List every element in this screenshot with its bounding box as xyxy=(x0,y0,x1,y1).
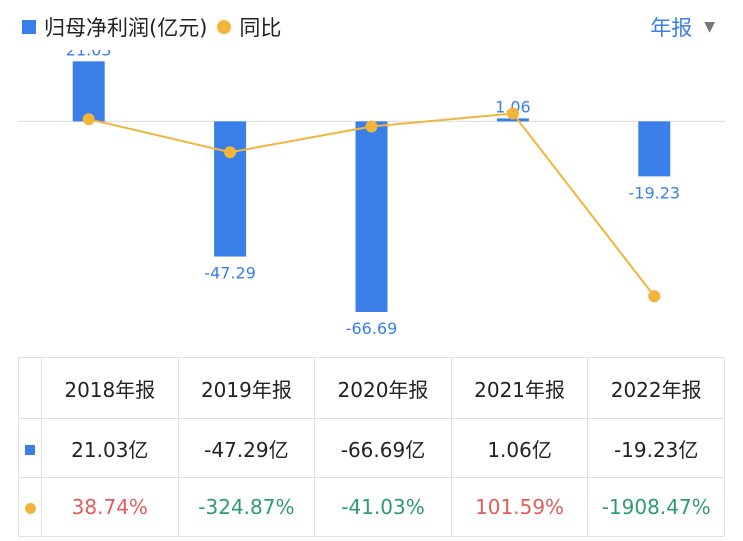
table-row-yoy: 38.74% -324.87% -41.03% 101.59% -1908.47… xyxy=(18,477,725,537)
table-header-row: 2018年报 2019年报 2020年报 2021年报 2022年报 xyxy=(18,357,725,419)
bar-2022年报 xyxy=(638,121,671,177)
table-cell: 21.03亿 xyxy=(41,418,179,478)
bar-2019年报 xyxy=(214,121,247,257)
caret-down-icon: ▼ xyxy=(704,19,715,35)
yoy-point-2018年报 xyxy=(82,113,95,126)
table-cell: 38.74% xyxy=(41,477,179,537)
bar-legend-swatch xyxy=(22,20,36,34)
yoy-point-2020年报 xyxy=(365,120,378,133)
table-header-cell: 2018年报 xyxy=(41,357,179,419)
bar-value-label: -47.29 xyxy=(204,264,256,283)
table-row-profit: 21.03亿 -47.29亿 -66.69亿 1.06亿 -19.23亿 xyxy=(18,418,725,478)
table-cell: -324.87% xyxy=(177,477,316,537)
period-selector-label: 年报 xyxy=(650,16,693,40)
table-header-cell: 2021年报 xyxy=(450,357,589,419)
table-cell: 101.59% xyxy=(450,477,589,537)
table-cell: -1908.47% xyxy=(587,477,725,537)
dot-marker-icon xyxy=(24,503,36,514)
line-legend-swatch xyxy=(217,20,232,34)
table-header-cell: 2020年报 xyxy=(314,357,452,419)
table-cell: -41.03% xyxy=(314,477,452,537)
bar-2018年报 xyxy=(72,61,105,122)
table-cell: -47.29亿 xyxy=(177,418,316,478)
yoy-point-2019年报 xyxy=(224,146,237,159)
bar-value-label: -19.23 xyxy=(629,183,681,202)
period-selector[interactable]: 年报 ▼ xyxy=(650,12,715,42)
table-corner-cell xyxy=(18,357,42,419)
chart-legend: 归母净利润(亿元) 同比 xyxy=(22,12,281,42)
bar-2021年报 xyxy=(496,118,529,122)
bar-2020年报 xyxy=(355,121,388,312)
bar-value-label: 21.03 xyxy=(66,50,112,59)
yoy-point-2021年报 xyxy=(506,107,519,120)
square-marker-icon xyxy=(25,445,35,455)
bar-value-label: -66.69 xyxy=(346,319,398,338)
line-legend-label: 同比 xyxy=(239,16,282,40)
table-cell: -19.23亿 xyxy=(587,418,725,478)
bar-value-label: 1.06 xyxy=(495,97,531,116)
bar-legend-label: 归母净利润(亿元) xyxy=(44,16,208,40)
profit-row-marker xyxy=(18,418,42,478)
table-header-cell: 2022年报 xyxy=(587,357,725,419)
table-cell: 1.06亿 xyxy=(450,418,589,478)
table-header-cell: 2019年报 xyxy=(177,357,316,419)
yoy-row-marker xyxy=(18,477,42,537)
profit-chart: 21.03 -47.29 -66.69 1.06 -19.23 xyxy=(18,50,725,338)
yoy-point-2022年报 xyxy=(648,290,661,303)
table-cell: -66.69亿 xyxy=(314,418,452,478)
data-table: 2018年报 2019年报 2020年报 2021年报 2022年报 21.03… xyxy=(18,357,725,537)
